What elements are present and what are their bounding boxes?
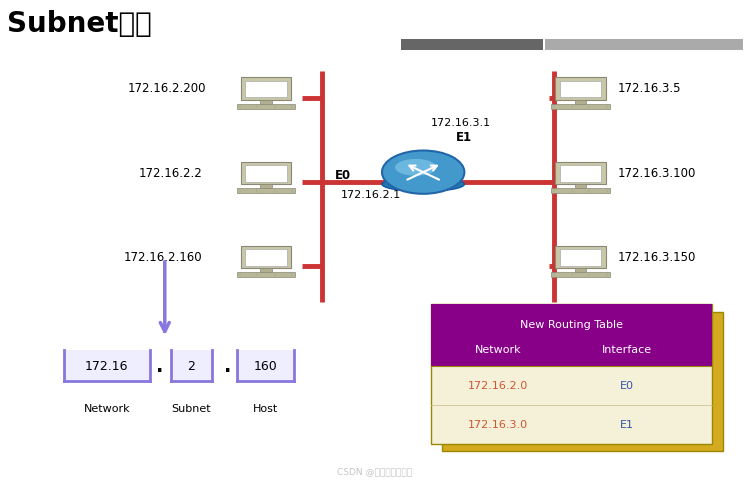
Bar — [431, 305, 712, 366]
Bar — [551, 188, 610, 194]
Text: Network: Network — [475, 344, 521, 354]
Text: 172.16.2.200: 172.16.2.200 — [127, 82, 206, 96]
Text: 172.16.2.160: 172.16.2.160 — [124, 250, 202, 264]
Bar — [260, 269, 272, 272]
FancyBboxPatch shape — [401, 40, 543, 50]
Text: Subnet地址: Subnet地址 — [7, 10, 152, 37]
Ellipse shape — [382, 178, 464, 192]
Bar — [240, 78, 291, 101]
Text: 172.16.3.0: 172.16.3.0 — [468, 420, 528, 430]
Bar — [64, 350, 150, 382]
Bar — [442, 312, 723, 451]
Bar — [574, 101, 586, 104]
Text: .: . — [156, 356, 163, 375]
Bar — [431, 305, 712, 444]
Text: E1: E1 — [455, 130, 472, 144]
Bar — [237, 104, 295, 110]
Bar — [560, 250, 601, 266]
Bar — [555, 162, 606, 185]
FancyBboxPatch shape — [545, 40, 743, 50]
Text: 172.16.2.1: 172.16.2.1 — [341, 190, 401, 199]
Bar — [237, 272, 295, 278]
Bar — [574, 269, 586, 272]
Bar — [560, 166, 601, 182]
Ellipse shape — [395, 159, 436, 177]
Bar — [240, 162, 291, 185]
Bar — [260, 101, 272, 104]
Bar — [551, 272, 610, 278]
Text: 172.16.3.100: 172.16.3.100 — [618, 166, 697, 180]
Text: .: . — [224, 356, 231, 375]
Bar — [245, 166, 287, 182]
Bar — [555, 246, 606, 269]
Bar — [240, 246, 291, 269]
Text: Network: Network — [83, 403, 130, 413]
Text: Host: Host — [253, 403, 278, 413]
Bar — [171, 350, 212, 382]
Text: New Routing Table: New Routing Table — [520, 319, 622, 329]
Bar — [574, 185, 586, 188]
Text: E0: E0 — [334, 168, 351, 182]
Text: 172.16.2.2: 172.16.2.2 — [139, 166, 202, 180]
Text: 160: 160 — [254, 360, 277, 372]
Bar — [555, 78, 606, 101]
Bar — [237, 188, 295, 194]
Text: Interface: Interface — [602, 344, 652, 354]
Text: Subnet: Subnet — [172, 403, 211, 413]
Bar — [551, 104, 610, 110]
Text: CSDN @一个两个四个壹: CSDN @一个两个四个壹 — [337, 466, 412, 475]
Text: E1: E1 — [620, 420, 634, 430]
Text: 172.16.3.150: 172.16.3.150 — [618, 250, 697, 264]
Text: 2: 2 — [187, 360, 195, 372]
Text: E0: E0 — [620, 381, 634, 391]
Bar — [237, 350, 294, 382]
Text: 172.16: 172.16 — [85, 360, 129, 372]
Text: 172.16.3.1: 172.16.3.1 — [431, 118, 491, 127]
Text: 172.16.3.5: 172.16.3.5 — [618, 82, 682, 96]
Bar — [245, 250, 287, 266]
Text: 172.16.2.0: 172.16.2.0 — [468, 381, 528, 391]
Bar — [260, 185, 272, 188]
Bar — [245, 82, 287, 98]
Bar — [560, 82, 601, 98]
Ellipse shape — [382, 151, 464, 194]
